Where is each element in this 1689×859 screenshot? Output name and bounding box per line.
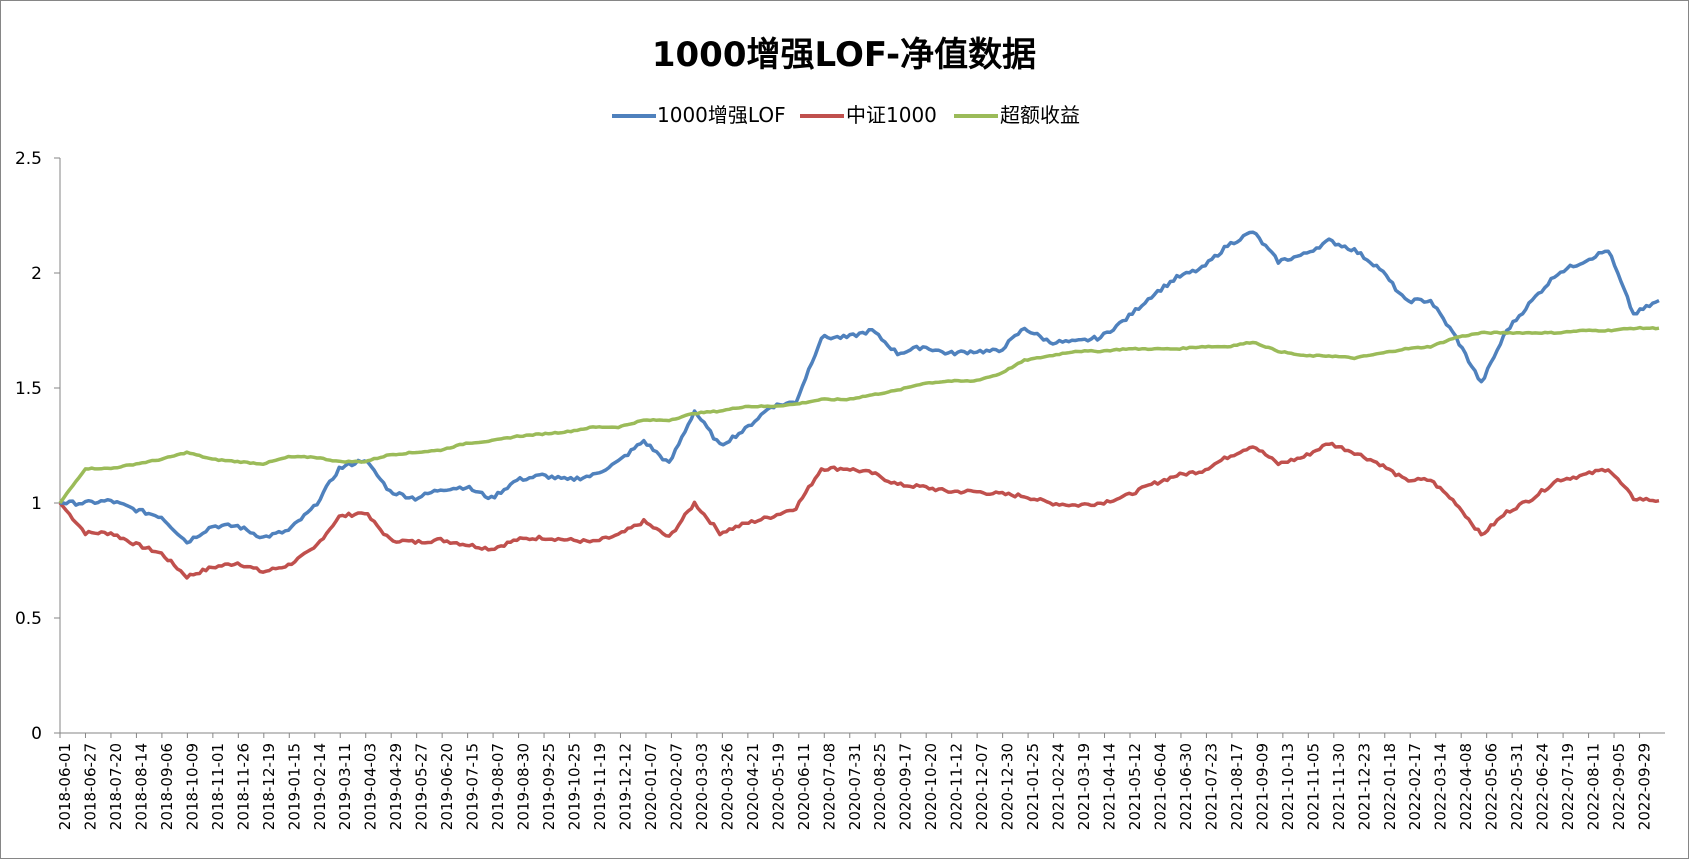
series-line-1 [58, 441, 1660, 580]
x-tick-label: 2018-09-06 [158, 743, 176, 830]
x-tick-label: 2019-04-29 [387, 743, 405, 830]
x-tick-label: 2022-05-31 [1508, 743, 1526, 830]
series-line-0 [60, 230, 1660, 545]
x-tick-label: 2018-11-01 [209, 743, 227, 830]
x-ticks: 2018-06-01 2018-06-27 2018-07-20 2018-08-14… [56, 733, 1654, 830]
x-tick-label: 2020-09-17 [897, 743, 915, 830]
x-tick-label: 2022-05-06 [1483, 743, 1501, 830]
x-tick-label: 2020-05-19 [769, 743, 787, 830]
x-tick-label: 2021-10-13 [1279, 743, 1297, 830]
x-tick-label: 2021-07-23 [1202, 743, 1220, 830]
x-tick-label: 2021-03-19 [1075, 743, 1093, 830]
x-tick-label: 2018-06-01 [56, 743, 74, 830]
x-tick-label: 2021-06-04 [1151, 743, 1169, 830]
x-tick-label: 2019-01-15 [285, 743, 303, 830]
x-tick-label: 2019-08-07 [489, 743, 507, 830]
x-tick-label: 2020-07-31 [846, 743, 864, 830]
x-tick-label: 2021-11-05 [1304, 743, 1322, 830]
x-tick-label: 2022-04-08 [1457, 743, 1475, 830]
x-tick-label: 2020-04-21 [744, 743, 762, 830]
x-tick-label: 2019-08-30 [515, 743, 533, 830]
x-tick-label: 2020-01-07 [642, 743, 660, 830]
x-tick-label: 2021-09-09 [1253, 743, 1271, 830]
x-tick-label: 2021-08-17 [1228, 743, 1246, 830]
x-tick-label: 2021-02-24 [1050, 743, 1068, 830]
x-tick-label: 2022-09-05 [1610, 743, 1628, 830]
x-tick-label: 2020-12-07 [973, 743, 991, 830]
legend-label-lof: 1000增强LOF [657, 103, 786, 127]
x-tick-label: 2022-02-17 [1406, 743, 1424, 830]
x-tick-label: 2022-08-11 [1585, 743, 1603, 830]
x-tick-label: 2018-07-20 [107, 743, 125, 830]
legend-label-csi1000: 中证1000 [846, 103, 937, 127]
x-tick-label: 2021-12-23 [1355, 743, 1373, 830]
x-tick-label: 2019-09-25 [540, 743, 558, 830]
x-tick-label: 2021-05-12 [1126, 743, 1144, 830]
x-tick-label: 2018-06-27 [81, 743, 99, 830]
series-line-2 [58, 325, 1660, 505]
x-tick-label: 2020-07-08 [820, 743, 838, 830]
x-tick-label: 2020-02-07 [667, 743, 685, 830]
y-tick-label: 1.5 [15, 379, 42, 399]
x-tick-label: 2018-12-19 [260, 743, 278, 830]
x-tick-label: 2022-07-19 [1559, 743, 1577, 830]
x-tick-label: 2021-11-30 [1330, 743, 1348, 830]
x-tick-label: 2019-12-12 [616, 743, 634, 830]
x-tick-label: 2019-02-14 [311, 743, 329, 830]
x-tick-label: 2019-07-15 [464, 743, 482, 830]
y-tick-label: 2 [31, 264, 42, 284]
x-tick-label: 2019-03-11 [336, 743, 354, 830]
y-tick-label: 2.5 [15, 149, 42, 169]
x-tick-label: 2019-04-03 [362, 743, 380, 830]
y-tick-label: 0.5 [15, 609, 42, 629]
x-tick-label: 2019-10-25 [566, 743, 584, 830]
x-tick-label: 2020-11-12 [948, 743, 966, 830]
x-tick-label: 2020-06-11 [795, 743, 813, 830]
x-tick-label: 2019-05-27 [413, 743, 431, 830]
x-tick-label: 2020-08-25 [871, 743, 889, 830]
x-tick-label: 2021-06-30 [1177, 743, 1195, 830]
chart-title: 1000增强LOF-净值数据 [652, 35, 1036, 75]
x-tick-label: 2022-01-18 [1381, 743, 1399, 830]
x-tick-label: 2018-08-14 [132, 743, 150, 830]
legend-label-excess: 超额收益 [1000, 103, 1080, 127]
y-ticks: 0 0.5 1 1.5 2 2.5 [15, 149, 60, 744]
x-tick-label: 2022-06-24 [1534, 743, 1552, 830]
x-tick-label: 2019-11-19 [591, 743, 609, 830]
x-tick-label: 2022-03-14 [1432, 743, 1450, 830]
x-tick-label: 2021-04-14 [1101, 743, 1119, 830]
x-tick-label: 2020-03-03 [693, 743, 711, 830]
series-lines [58, 230, 1660, 580]
legend: 1000增强LOF 中证1000 超额收益 [612, 103, 1080, 127]
x-tick-label: 2021-01-25 [1024, 743, 1042, 830]
x-tick-label: 2018-10-09 [183, 743, 201, 830]
x-tick-label: 2019-06-20 [438, 743, 456, 830]
x-tick-label: 2022-09-29 [1636, 743, 1654, 830]
y-tick-label: 0 [31, 724, 42, 744]
x-tick-label: 2020-10-20 [922, 743, 940, 830]
x-tick-label: 2020-12-30 [999, 743, 1017, 830]
y-tick-label: 1 [31, 494, 42, 514]
axes [59, 158, 1665, 734]
x-tick-label: 2020-03-26 [718, 743, 736, 830]
x-tick-label: 2018-11-26 [234, 743, 252, 830]
